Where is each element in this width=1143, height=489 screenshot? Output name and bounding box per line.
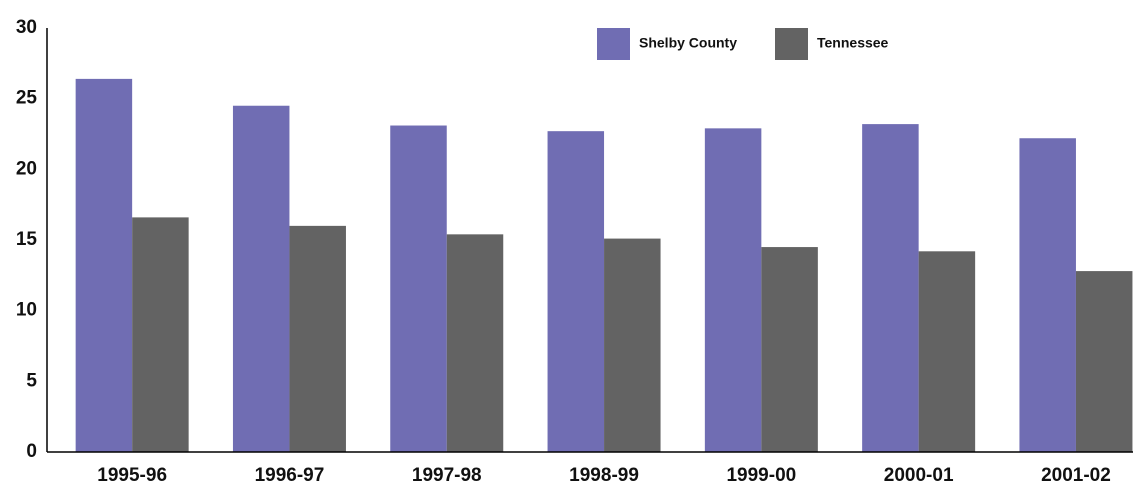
y-tick-label: 15 bbox=[16, 229, 38, 250]
y-tick-label: 0 bbox=[26, 441, 37, 462]
bar bbox=[1019, 138, 1076, 453]
bar bbox=[289, 225, 346, 452]
legend-label: Shelby County bbox=[639, 35, 737, 51]
x-tick-label: 1997-98 bbox=[412, 465, 482, 486]
bar bbox=[390, 125, 447, 453]
y-tick-label: 5 bbox=[26, 370, 37, 391]
y-tick-label: 20 bbox=[16, 158, 37, 179]
legend-label: Tennessee bbox=[817, 35, 889, 51]
bar bbox=[547, 131, 605, 452]
x-tick-label: 1995-96 bbox=[97, 465, 167, 486]
bar bbox=[761, 247, 818, 452]
legend-swatch bbox=[597, 28, 630, 60]
y-tick-label: 25 bbox=[16, 88, 38, 109]
bar bbox=[132, 217, 189, 452]
y-tick-label: 10 bbox=[16, 300, 37, 321]
x-tick-label: 1996-97 bbox=[255, 465, 325, 486]
bar bbox=[75, 78, 133, 452]
bar bbox=[446, 234, 504, 452]
y-tick-label: 30 bbox=[16, 17, 37, 38]
bar bbox=[862, 124, 919, 453]
bar bbox=[1075, 271, 1133, 452]
x-tick-label: 2000-01 bbox=[884, 465, 954, 486]
legend-swatch bbox=[775, 28, 808, 60]
bar bbox=[918, 251, 976, 452]
x-tick-label: 1999-00 bbox=[726, 465, 796, 486]
bar bbox=[704, 128, 762, 452]
bar bbox=[604, 238, 661, 452]
x-tick-label: 2001-02 bbox=[1041, 465, 1111, 486]
bar bbox=[232, 105, 290, 452]
x-tick-label: 1998-99 bbox=[569, 465, 639, 486]
